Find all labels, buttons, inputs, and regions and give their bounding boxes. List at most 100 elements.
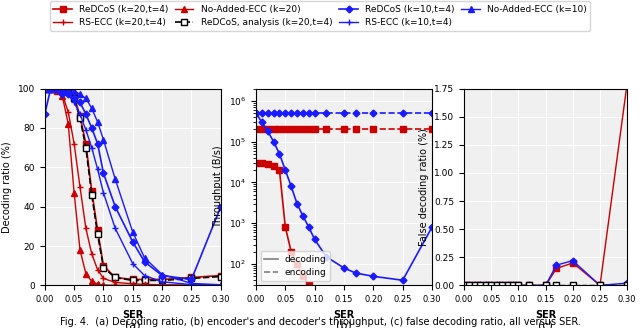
ReDCoS (k=20,t=4) [47,87,54,91]
ReDCoS, analysis (k=20,t=4) [70,96,78,100]
No-Added-ECC (k=10) [100,138,108,142]
ReDCoS (k=10,t=4) [94,142,102,146]
RS-ECC (k=20,t=4) [129,282,137,286]
No-Added-ECC (k=20) [52,89,60,92]
Y-axis label: False decoding ratio (%): False decoding ratio (%) [419,128,429,246]
No-Added-ECC (k=20) [88,279,95,283]
No-Added-ECC (k=20) [188,283,195,287]
Line: ReDCoS (k=20,t=4): ReDCoS (k=20,t=4) [42,86,223,282]
ReDCoS (k=20,t=4) [129,277,137,281]
ReDCoS (k=20,t=4) [188,276,195,279]
No-Added-ECC (k=20) [217,283,225,287]
RS-ECC (k=10,t=4) [100,191,108,195]
RS-ECC (k=10,t=4) [94,167,102,171]
ReDCoS (k=10,t=4) [65,92,72,96]
No-Added-ECC (k=20) [94,282,102,286]
ReDCoS, analysis (k=20,t=4) [88,193,95,197]
No-Added-ECC (k=10) [158,273,166,277]
No-Added-ECC (k=10) [94,120,102,124]
ReDCoS (k=10,t=4) [111,205,119,209]
No-Added-ECC (k=20) [70,191,78,195]
RS-ECC (k=20,t=4) [94,268,102,272]
ReDCoS, analysis (k=20,t=4) [65,89,72,92]
No-Added-ECC (k=10) [76,92,84,96]
ReDCoS (k=20,t=4) [41,87,49,91]
RS-ECC (k=20,t=4) [59,92,67,96]
X-axis label: SER: SER [333,310,355,320]
RS-ECC (k=10,t=4) [70,100,78,104]
ReDCoS (k=10,t=4) [158,274,166,277]
No-Added-ECC (k=20) [41,87,49,91]
RS-ECC (k=10,t=4) [41,87,49,91]
No-Added-ECC (k=20) [82,272,90,276]
ReDCoS (k=20,t=4) [100,264,108,268]
ReDCoS, analysis (k=20,t=4) [141,278,148,282]
No-Added-ECC (k=20) [59,94,67,98]
No-Added-ECC (k=10) [188,281,195,285]
RS-ECC (k=20,t=4) [141,282,148,286]
No-Added-ECC (k=20) [65,122,72,126]
ReDCoS (k=20,t=4) [94,228,102,232]
ReDCoS (k=10,t=4) [217,205,225,209]
RS-ECC (k=20,t=4) [82,226,90,230]
RS-ECC (k=10,t=4) [82,128,90,132]
ReDCoS (k=10,t=4) [129,240,137,244]
Text: (c): (c) [538,321,553,328]
ReDCoS (k=10,t=4) [52,87,60,91]
ReDCoS (k=10,t=4) [47,87,54,91]
RS-ECC (k=20,t=4) [41,87,49,91]
ReDCoS (k=10,t=4) [88,126,95,130]
RS-ECC (k=20,t=4) [52,89,60,92]
ReDCoS (k=20,t=4) [59,87,67,91]
RS-ECC (k=20,t=4) [217,283,225,287]
RS-ECC (k=10,t=4) [59,87,67,91]
Legend: ReDCoS (k=20,t=4), RS-ECC (k=20,t=4), No-Added-ECC (k=20), ReDCoS, analysis (k=2: ReDCoS (k=20,t=4), RS-ECC (k=20,t=4), No… [50,1,590,31]
RS-ECC (k=10,t=4) [188,283,195,287]
Line: ReDCoS (k=10,t=4): ReDCoS (k=10,t=4) [42,86,223,282]
ReDCoS, analysis (k=20,t=4) [111,276,119,279]
No-Added-ECC (k=20) [47,87,54,91]
ReDCoS (k=20,t=4) [65,89,72,92]
ReDCoS (k=20,t=4) [76,114,84,118]
ReDCoS, analysis (k=20,t=4) [188,277,195,280]
ReDCoS (k=20,t=4) [70,94,78,98]
No-Added-ECC (k=20) [141,283,148,287]
No-Added-ECC (k=10) [111,177,119,181]
No-Added-ECC (k=10) [141,256,148,260]
No-Added-ECC (k=10) [70,89,78,92]
No-Added-ECC (k=20) [76,248,84,252]
RS-ECC (k=20,t=4) [88,252,95,256]
RS-ECC (k=20,t=4) [188,283,195,287]
No-Added-ECC (k=10) [217,283,225,287]
ReDCoS (k=20,t=4) [158,277,166,281]
RS-ECC (k=10,t=4) [111,226,119,230]
ReDCoS, analysis (k=20,t=4) [129,278,137,282]
No-Added-ECC (k=20) [129,283,137,287]
RS-ECC (k=10,t=4) [158,280,166,284]
RS-ECC (k=20,t=4) [100,277,108,280]
ReDCoS (k=20,t=4) [141,277,148,281]
ReDCoS (k=20,t=4) [52,87,60,91]
No-Added-ECC (k=10) [88,106,95,110]
ReDCoS (k=20,t=4) [111,276,119,279]
ReDCoS, analysis (k=20,t=4) [82,146,90,150]
No-Added-ECC (k=10) [47,87,54,91]
RS-ECC (k=10,t=4) [76,112,84,116]
ReDCoS, analysis (k=20,t=4) [47,87,54,91]
RS-ECC (k=20,t=4) [65,110,72,114]
RS-ECC (k=10,t=4) [129,262,137,266]
X-axis label: SER: SER [122,310,143,320]
RS-ECC (k=20,t=4) [70,142,78,146]
No-Added-ECC (k=10) [41,87,49,91]
RS-ECC (k=20,t=4) [111,280,119,284]
Legend: decoding, encoding: decoding, encoding [260,251,330,281]
ReDCoS (k=20,t=4) [88,189,95,193]
Line: RS-ECC (k=10,t=4): RS-ECC (k=10,t=4) [42,85,224,289]
ReDCoS (k=20,t=4) [217,274,225,277]
X-axis label: SER: SER [535,310,556,320]
ReDCoS, analysis (k=20,t=4) [76,116,84,120]
No-Added-ECC (k=10) [65,87,72,91]
RS-ECC (k=10,t=4) [141,274,148,277]
ReDCoS (k=10,t=4) [70,96,78,100]
ReDCoS (k=10,t=4) [141,260,148,264]
